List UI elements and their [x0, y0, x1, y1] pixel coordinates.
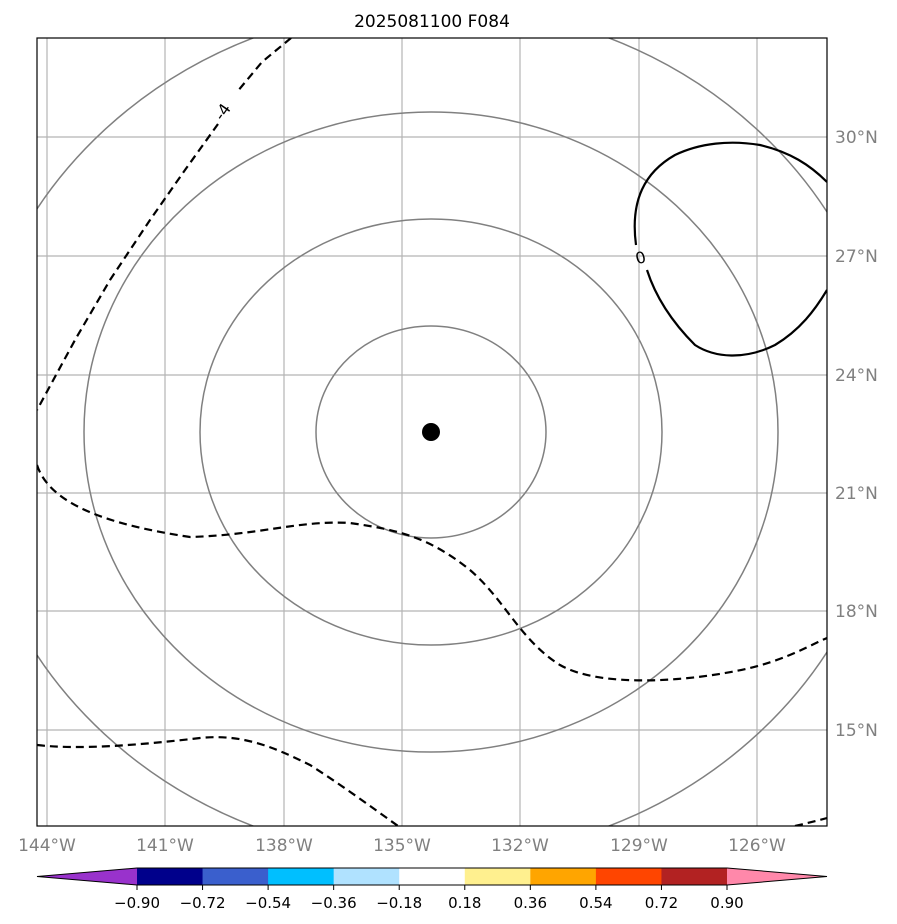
- gridlines: [37, 38, 827, 826]
- lat-label: 30°N: [835, 128, 878, 148]
- colorbar-ticks: −0.90 −0.72 −0.54 −0.36 −0.18 0.18 0.36 0.54 0.7…: [114, 885, 744, 912]
- lon-label: 135°W: [373, 836, 431, 856]
- contour-label: 0: [633, 247, 648, 268]
- range-ring: [83, 111, 779, 753]
- lon-label: 144°W: [18, 836, 76, 856]
- colorbar-tick-label: −0.36: [311, 894, 357, 912]
- colorbar-extend-min: [37, 868, 137, 885]
- lat-label: 21°N: [835, 484, 878, 504]
- contour-line: [37, 736, 399, 826]
- colorbar-tick-label: 0.90: [710, 894, 743, 912]
- colorbar-extend-max: [727, 868, 827, 885]
- dashed-contours: [37, 38, 827, 826]
- contour-line: [794, 816, 827, 826]
- lon-label: 138°W: [255, 836, 313, 856]
- map-area: -4 0: [37, 38, 827, 826]
- colorbar-segment: [202, 868, 269, 885]
- map-frame: [36, 37, 828, 827]
- colorbar-segment: [333, 868, 400, 885]
- colorbar-segment: [137, 868, 204, 885]
- lon-label: 129°W: [610, 836, 668, 856]
- colorbar-segment: [464, 868, 531, 885]
- solid-contours: [633, 141, 827, 357]
- lon-label: 141°W: [136, 836, 194, 856]
- range-ring: [199, 218, 663, 646]
- colorbar-segment: [399, 868, 466, 885]
- lat-label: 18°N: [835, 602, 878, 622]
- lat-label: 27°N: [835, 247, 878, 267]
- colorbar-segment: [268, 868, 335, 885]
- range-rings: [37, 38, 827, 826]
- plot-title: 2025081100 F084: [354, 12, 510, 32]
- colorbar-tick-label: −0.18: [376, 894, 422, 912]
- lon-label: 126°W: [728, 836, 786, 856]
- colorbar-segment: [530, 868, 597, 885]
- colorbar-tick-label: 0.54: [579, 894, 612, 912]
- lat-label: 15°N: [835, 721, 878, 741]
- colorbar-tick-label: −0.54: [245, 894, 291, 912]
- contour-line-zero: [633, 141, 827, 357]
- colorbar: [36, 867, 828, 886]
- colorbar-tick-label: 0.18: [448, 894, 481, 912]
- colorbar-tick-label: −0.90: [114, 894, 160, 912]
- lon-label: 132°W: [491, 836, 549, 856]
- range-ring: [315, 325, 547, 539]
- contour-line: [37, 464, 827, 682]
- colorbar-tick-label: −0.72: [180, 894, 226, 912]
- storm-center-marker: [422, 423, 440, 441]
- colorbar-segment: [661, 868, 728, 885]
- colorbar-segment: [595, 868, 662, 885]
- lat-label: 24°N: [835, 366, 878, 386]
- colorbar-tick-label: 0.72: [645, 894, 678, 912]
- colorbar-tick-label: 0.36: [514, 894, 547, 912]
